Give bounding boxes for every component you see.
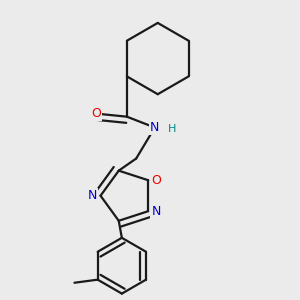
Text: N: N	[151, 205, 160, 218]
Text: N: N	[150, 121, 160, 134]
Text: H: H	[168, 124, 176, 134]
Text: N: N	[88, 189, 98, 202]
Text: O: O	[151, 174, 161, 187]
Text: O: O	[91, 107, 101, 120]
